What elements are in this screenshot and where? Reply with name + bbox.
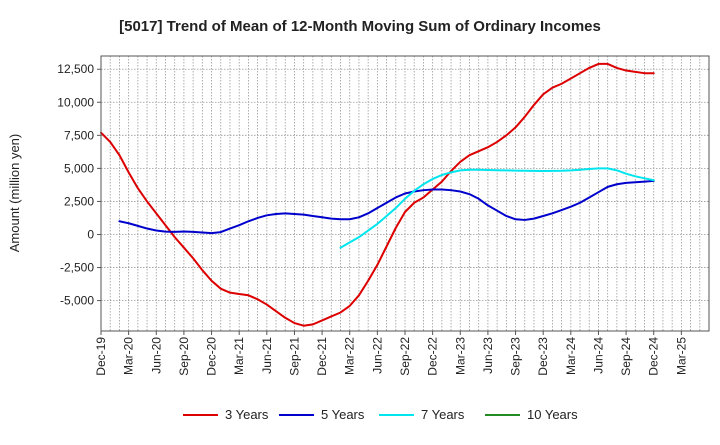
x-tick-label: Dec-21 — [315, 337, 329, 376]
x-tick-label: Mar-22 — [343, 337, 357, 375]
axes: -5,000 -2,500 0 2,500 5,000 7,500 10,000 12,500… — [57, 62, 688, 375]
x-tick-label: Jun-23 — [481, 337, 495, 374]
x-tick-label: Sep-20 — [177, 337, 191, 376]
x-tick-label: Dec-20 — [205, 337, 219, 376]
x-tick-label: Sep-24 — [619, 337, 633, 376]
x-tick-label: Jun-22 — [370, 337, 384, 374]
legend-label: 10 Years — [527, 407, 578, 422]
x-tick-label: Sep-23 — [509, 337, 523, 376]
x-tick-label: Mar-25 — [674, 337, 688, 375]
y-tick-label: -5,000 — [60, 294, 94, 308]
gridlines — [101, 56, 709, 331]
y-tick-label: 7,500 — [64, 128, 94, 142]
y-tick-label: -2,500 — [60, 261, 94, 275]
x-tick-label: Dec-19 — [94, 337, 108, 376]
y-tick-label: 0 — [87, 227, 94, 241]
x-tick-label: Sep-21 — [287, 337, 301, 376]
series-line-7-years — [339, 167, 655, 249]
y-tick-label: 2,500 — [64, 194, 94, 208]
legend: 3 Years 5 Years 7 Years 10 Years — [183, 407, 578, 422]
series-line-5-years — [118, 179, 655, 235]
series-group — [100, 62, 655, 327]
x-tick-label: Jun-21 — [260, 337, 274, 374]
y-tick-label: 10,000 — [57, 95, 94, 109]
y-axis-label: Amount (million yen) — [7, 134, 22, 253]
x-tick-label: Dec-23 — [536, 337, 550, 376]
x-tick-label: Sep-22 — [398, 337, 412, 376]
x-tick-label: Mar-20 — [122, 337, 136, 375]
y-tick-label: 5,000 — [64, 161, 94, 175]
chart-title: [5017] Trend of Mean of 12-Month Moving … — [119, 18, 601, 35]
x-tick-label: Dec-22 — [426, 337, 440, 376]
x-tick-label: Jun-20 — [149, 337, 163, 374]
x-tick-label: Mar-23 — [453, 337, 467, 375]
y-tick-label: 12,500 — [57, 62, 94, 76]
plot-frame — [100, 55, 710, 332]
series-line-3-years — [100, 62, 655, 327]
legend-label: 5 Years — [321, 407, 365, 422]
x-tick-label: Jun-24 — [591, 337, 605, 374]
x-tick-label: Mar-21 — [232, 337, 246, 375]
legend-label: 3 Years — [225, 407, 269, 422]
x-tick-label: Dec-24 — [647, 337, 661, 376]
legend-label: 7 Years — [421, 407, 465, 422]
x-tick-label: Mar-24 — [564, 337, 578, 375]
